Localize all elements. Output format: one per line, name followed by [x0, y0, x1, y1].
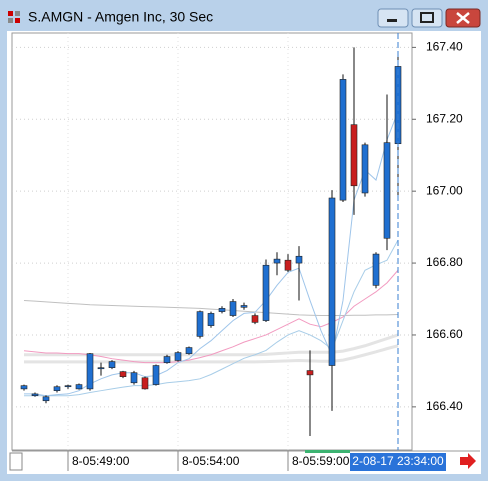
candle-body: [130, 372, 138, 384]
candle-body: [108, 361, 116, 368]
candle-body: [361, 144, 369, 194]
minimize-button[interactable]: [377, 8, 409, 28]
indicator-line: [23, 299, 399, 317]
cursor-label: 2-08-17 23:34:00: [352, 454, 444, 468]
scroll-box[interactable]: [9, 452, 23, 471]
candle-body: [251, 315, 259, 323]
indicator-line: [23, 269, 399, 364]
window-icon: [8, 11, 20, 23]
candle-body: [119, 371, 127, 377]
candle-body: [273, 258, 281, 264]
x-tick-label: 8-05:59:00: [292, 454, 350, 468]
candle-body: [152, 365, 160, 385]
maximize-button[interactable]: [411, 8, 443, 28]
candle-body: [207, 313, 215, 326]
y-tick-label: 167.00: [426, 183, 463, 197]
indicator-line: [24, 344, 399, 364]
candle-body: [284, 259, 292, 271]
candle-body: [163, 356, 171, 363]
candle-body: [97, 367, 105, 370]
y-tick-label: 167.20: [426, 111, 463, 125]
window-title: S.AMGN - Amgen Inc, 30 Sec: [28, 9, 213, 25]
candle-body: [42, 396, 50, 402]
candle-body: [240, 305, 248, 308]
candle-body: [20, 385, 28, 390]
candle-body: [31, 393, 39, 397]
candle-body: [339, 79, 347, 201]
candle-body: [229, 301, 237, 316]
y-tick-label: 166.60: [426, 327, 463, 341]
scroll-right-arrow[interactable]: [460, 453, 476, 469]
candle-body: [141, 377, 149, 390]
candle-body: [196, 311, 204, 337]
candle-body: [372, 253, 380, 286]
candle-body: [262, 264, 270, 321]
candle-body: [174, 352, 182, 361]
candle-body: [185, 347, 193, 354]
candle-body: [86, 353, 94, 390]
session-bar: [305, 450, 350, 453]
y-tick-label: 166.40: [426, 399, 463, 413]
indicator-line: [24, 239, 399, 397]
cursor-label-box: [350, 453, 446, 471]
candle-body: [75, 384, 83, 390]
candle-body: [64, 385, 72, 388]
indicator-line: [24, 111, 399, 397]
candle-body: [350, 124, 358, 187]
y-tick-label: 166.80: [426, 255, 463, 269]
candle-body: [295, 255, 303, 264]
plot-layer: 166.40 166.60 166.80 167.00 167.20 167.40 8-05…: [12, 33, 463, 471]
x-tick-label: 8-05:49:00: [72, 454, 130, 468]
candle-body: [53, 386, 61, 391]
plot-area: [11, 32, 413, 451]
y-tick-label: 167.40: [426, 40, 463, 54]
candle-body: [218, 308, 226, 312]
close-button[interactable]: [445, 8, 481, 28]
candle-body: [383, 142, 391, 239]
candle-body: [328, 197, 336, 366]
x-tick-label: 8-05:54:00: [182, 454, 240, 468]
candle-body: [306, 370, 314, 376]
